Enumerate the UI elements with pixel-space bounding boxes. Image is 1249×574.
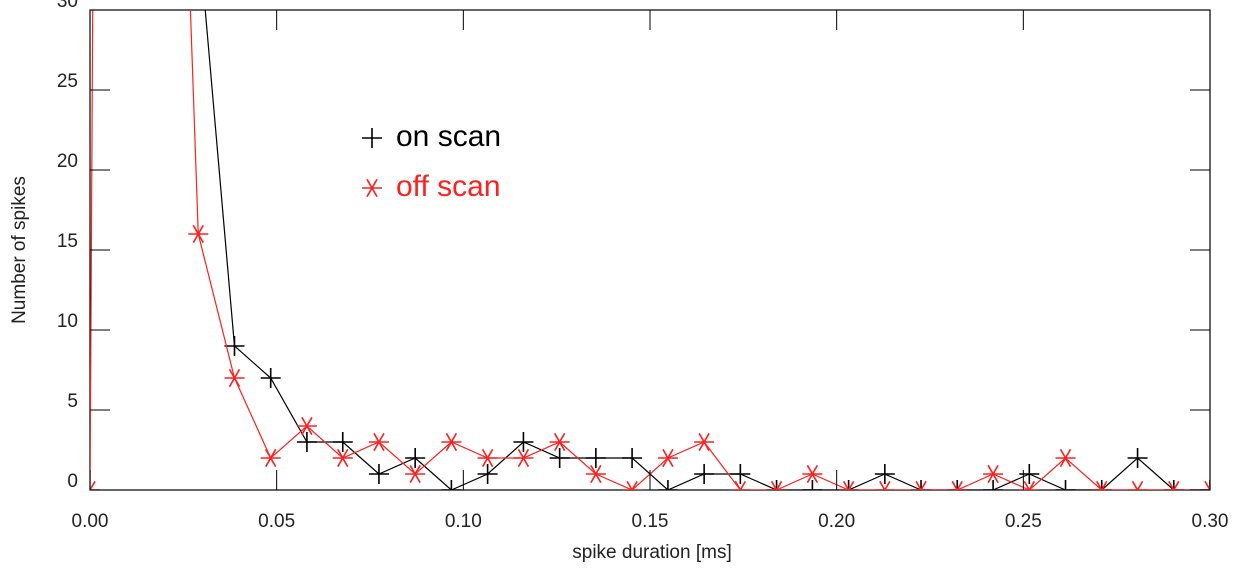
asterisk-marker <box>441 432 462 452</box>
plus-marker <box>911 480 932 490</box>
plus-marker <box>983 480 1004 490</box>
asterisk-marker <box>1055 448 1076 468</box>
plus-marker <box>441 480 462 490</box>
asterisk-marker <box>657 448 678 468</box>
plus-marker <box>362 128 382 148</box>
plus-marker <box>368 464 389 484</box>
asterisk-marker <box>188 224 209 244</box>
asterisk-marker <box>368 432 389 452</box>
plus-marker <box>766 480 787 490</box>
legend-label: on scan <box>396 120 501 153</box>
asterisk-marker <box>260 448 281 468</box>
plus-marker <box>585 448 606 468</box>
plus-marker <box>513 432 534 452</box>
x-tick-label: 0.30 <box>1192 511 1229 532</box>
plus-marker <box>260 368 281 388</box>
plus-marker <box>224 336 245 356</box>
asterisk-marker <box>622 480 643 490</box>
plus-marker <box>1055 480 1076 490</box>
asterisk-marker <box>1019 480 1040 490</box>
asterisk-marker <box>1091 480 1112 490</box>
plus-marker <box>838 480 859 490</box>
asterisk-marker <box>766 480 787 490</box>
plus-marker <box>1163 480 1184 490</box>
plus-marker <box>730 464 751 484</box>
series-line <box>90 10 1210 490</box>
plus-marker <box>296 432 317 452</box>
asterisk-marker <box>802 464 823 484</box>
asterisk-marker <box>296 416 317 436</box>
series-line <box>204 10 1210 490</box>
x-tick-label: 0.00 <box>72 511 109 532</box>
asterisk-marker <box>911 480 932 490</box>
plus-marker <box>549 448 570 468</box>
plus-marker <box>1019 464 1040 484</box>
x-axis-title: spike duration [ms] <box>572 542 731 563</box>
plot-frame <box>89 9 1211 491</box>
asterisk-marker <box>90 480 100 490</box>
asterisk-marker <box>549 432 570 452</box>
asterisk-marker <box>983 464 1004 484</box>
plot-area <box>90 10 1210 490</box>
y-tick-label: 5 <box>67 391 78 412</box>
y-tick-label: 30 <box>57 0 78 12</box>
plus-marker <box>1127 448 1148 468</box>
plus-marker <box>405 448 426 468</box>
legend-label: off scan <box>396 170 501 203</box>
asterisk-marker <box>838 480 859 490</box>
asterisk-marker <box>513 448 534 468</box>
plus-marker <box>332 432 353 452</box>
y-tick-label: 25 <box>57 71 78 92</box>
plus-marker <box>874 464 895 484</box>
asterisk-marker <box>585 464 606 484</box>
plus-marker <box>947 480 968 490</box>
asterisk-marker <box>332 448 353 468</box>
asterisk-marker <box>730 480 751 490</box>
asterisk-marker <box>694 432 715 452</box>
asterisk-marker <box>1200 480 1210 490</box>
x-tick-label: 0.25 <box>1005 511 1042 532</box>
asterisk-marker <box>947 480 968 490</box>
asterisk-marker <box>1127 480 1148 490</box>
plus-marker <box>694 464 715 484</box>
x-tick-label: 0.20 <box>818 511 855 532</box>
y-tick-label: 0 <box>67 471 78 492</box>
asterisk-marker <box>362 178 382 198</box>
plus-marker <box>477 464 498 484</box>
asterisk-marker <box>874 480 895 490</box>
x-tick-label: 0.05 <box>258 511 295 532</box>
y-tick-label: 20 <box>57 151 78 172</box>
plus-marker <box>657 480 678 490</box>
y-tick-label: 10 <box>57 311 78 332</box>
plus-marker <box>1091 480 1112 490</box>
asterisk-marker <box>1163 480 1184 490</box>
plus-marker <box>622 448 643 468</box>
plus-marker <box>802 480 823 490</box>
asterisk-marker <box>405 464 426 484</box>
x-tick-label: 0.10 <box>445 511 482 532</box>
asterisk-marker <box>477 448 498 468</box>
y-axis-title: Number of spikes <box>9 176 30 324</box>
asterisk-marker <box>224 368 245 388</box>
y-tick-label: 15 <box>57 231 78 252</box>
x-tick-label: 0.15 <box>632 511 669 532</box>
